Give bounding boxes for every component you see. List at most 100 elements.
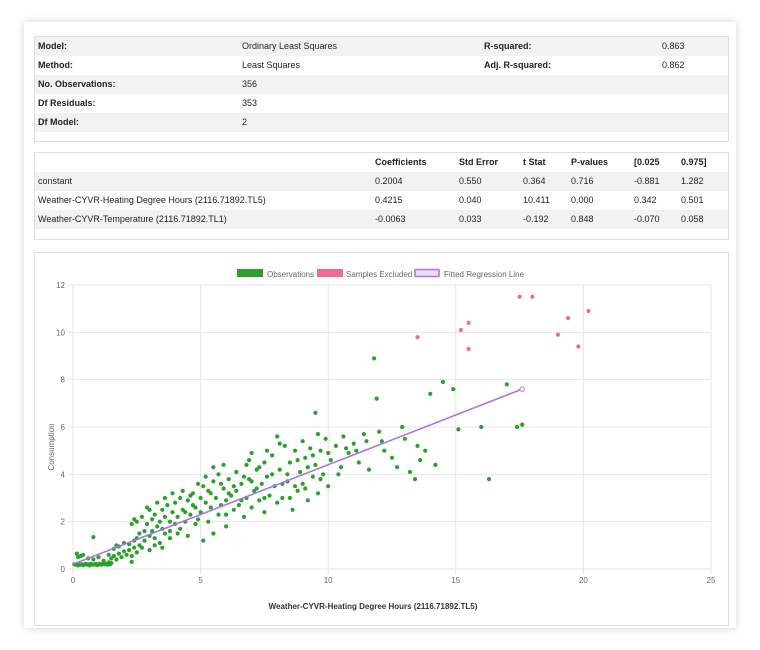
observation-point [356,460,361,465]
observation-point [262,510,267,515]
cell: -0.881 [634,176,660,186]
observation-point [308,446,313,451]
observation-point [254,486,259,491]
observation-point [167,536,173,541]
summary-value: 353 [242,98,258,108]
observation-point [101,558,106,563]
x-tick-label: 20 [579,576,588,585]
y-tick-label: 10 [56,328,65,337]
observation-point [224,512,229,517]
observation-point [216,512,221,517]
x-tick-label: 0 [71,576,76,585]
observation-point [326,450,331,456]
observation-point [361,432,366,437]
observation-point [185,533,190,538]
observation-point [152,512,157,517]
observation-point [366,467,372,472]
observation-point [111,553,116,559]
summary-value-2: 0.862 [662,60,685,70]
observation-point [287,495,292,501]
legend-swatch-excluded[interactable] [317,269,343,277]
scatter-chart: Observations Samples Excluded Fitted Reg… [47,268,716,611]
observation-point [152,536,157,541]
observation-point [415,443,420,448]
observation-point [160,507,165,512]
observation-point [144,521,150,527]
legend-label-observations[interactable]: Observations [267,270,314,279]
observation-point [305,498,310,503]
observation-point [270,472,275,477]
observation-point [300,439,305,444]
observation-point [374,396,379,401]
observation-point [264,474,270,479]
observation-point [344,446,349,451]
observation-point [208,491,213,496]
observation-point [195,481,201,486]
observation-point [244,462,249,467]
x-tick-label: 15 [451,576,460,585]
cell: 0.000 [571,195,594,205]
column-header: Coefficients [375,157,427,167]
observation-point [264,448,270,453]
summary-value-2: 0.863 [662,41,685,51]
legend-swatch-regression[interactable] [414,268,440,278]
observation-point [267,493,272,498]
observation-point [328,458,333,463]
observation-point [91,557,96,562]
observation-point [351,441,356,446]
observation-point [520,422,525,427]
observation-point [198,495,203,501]
observation-point [211,531,216,536]
observation-point [236,503,241,508]
observation-point [257,498,262,503]
observation-point [81,552,86,557]
observation-point [282,443,287,448]
excluded-point [530,294,535,299]
observation-point [231,507,236,512]
observation-point [275,500,280,505]
observation-point [241,514,247,519]
observation-point [504,382,509,387]
observation-point [139,545,144,550]
observation-point [298,469,303,475]
cell: 0.4215 [375,195,403,205]
chart-legend: Observations Samples Excluded Fitted Reg… [237,268,525,279]
observation-point [418,458,423,463]
observation-point [249,479,254,484]
observation-point [226,491,231,496]
observation-point [249,505,254,510]
observation-point [341,434,346,439]
observation-point [203,500,208,505]
observation-point [377,429,382,434]
observation-point [262,460,267,465]
observation-point [313,410,318,415]
observation-point [285,472,290,477]
summary-value: 356 [242,79,258,89]
excluded-point [415,335,420,340]
observation-point [262,495,267,501]
y-tick-label: 2 [61,518,66,527]
column-header: t Stat [523,157,546,167]
observation-point [486,477,492,482]
cell: 0.716 [571,176,594,186]
variable-name: Weather-CYVR-Heating Degree Hours (2116.… [38,195,266,205]
chart-panel: Observations Samples Excluded Fitted Reg… [34,252,729,626]
observation-point [303,455,308,460]
observation-point [315,432,321,437]
observation-point [185,498,190,503]
summary-label-2: Adj. R-squared: [484,60,552,70]
observation-point [137,531,142,536]
observation-point [412,477,418,482]
observation-point [183,510,188,515]
observation-point [165,503,170,508]
excluded-point [566,316,571,321]
legend-label-regression[interactable]: Fitted Regression Line [444,270,525,279]
legend-swatch-observations[interactable] [237,269,263,277]
observation-point [178,526,183,531]
legend-label-excluded[interactable]: Samples Excluded [346,270,412,279]
observation-point [456,427,461,432]
observation-point [157,540,162,546]
observation-point [433,462,438,467]
excluded-point [466,320,471,325]
observation-point [211,465,216,470]
